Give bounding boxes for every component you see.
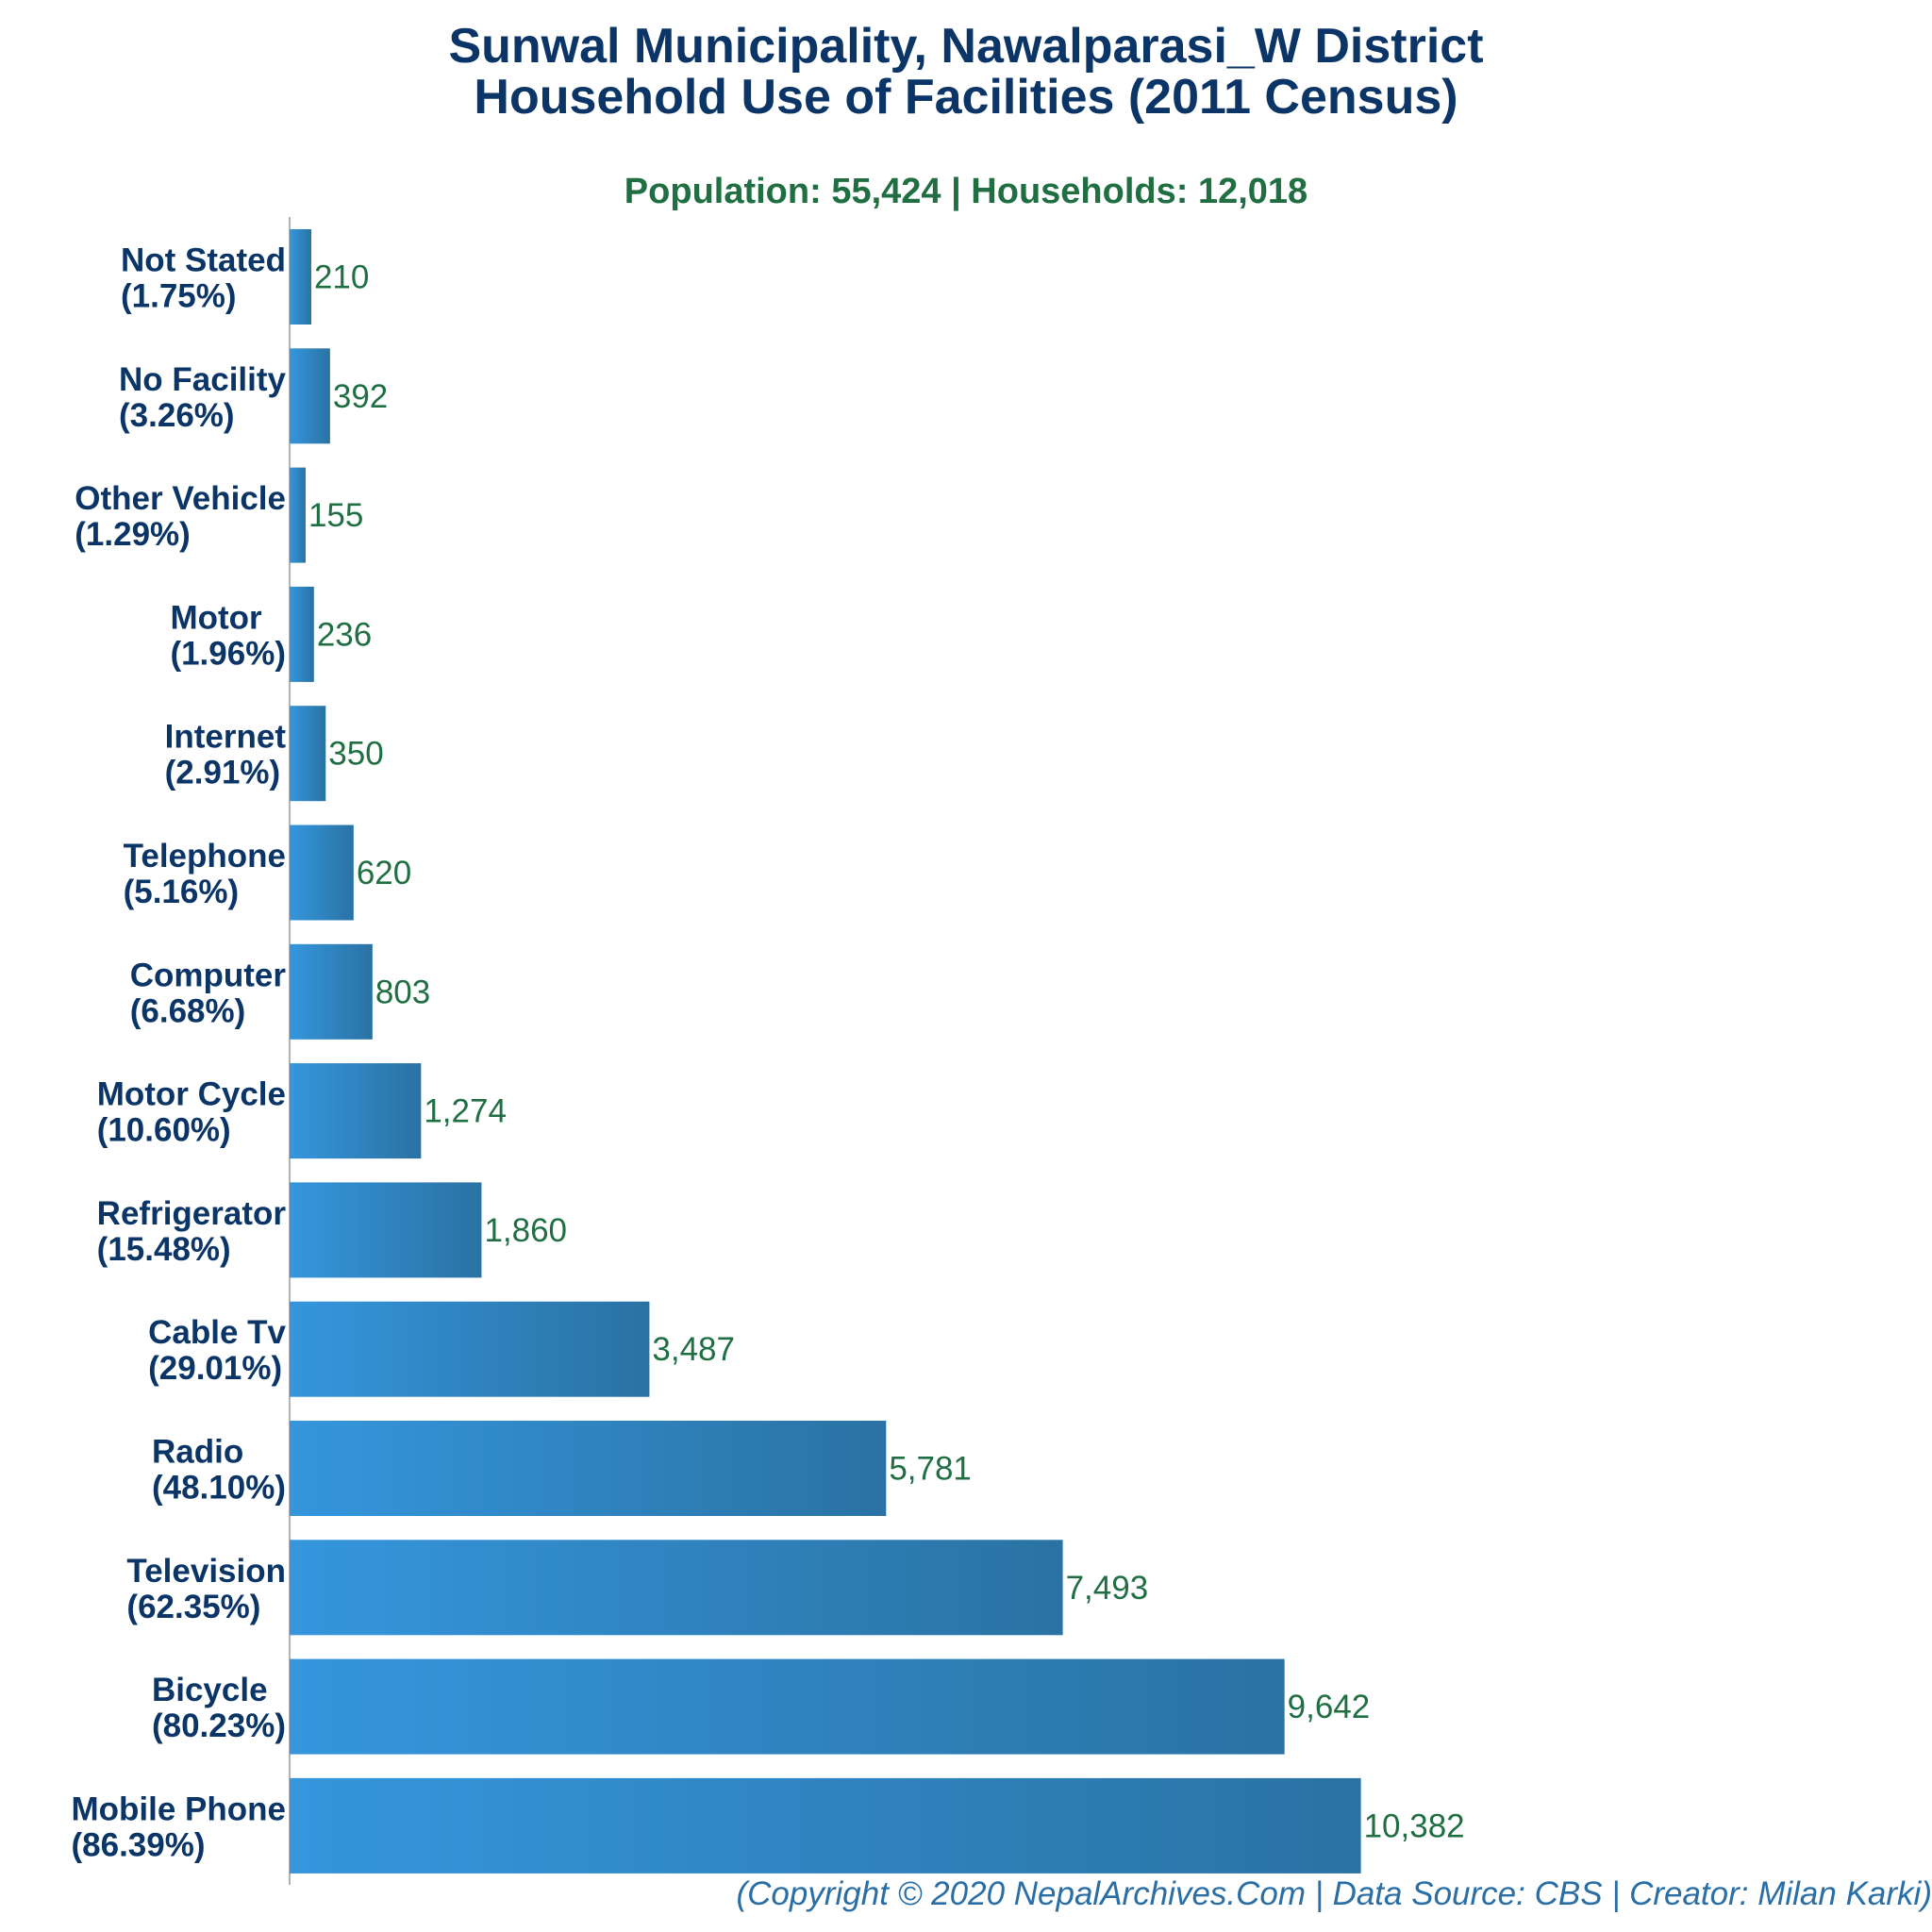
copyright-footer: (Copyright © 2020 NepalArchives.Com | Da… (736, 1875, 1932, 1912)
value-label: 350 (328, 736, 383, 773)
chart-subtitle: Population: 55,424 | Households: 12,018 (624, 172, 1308, 211)
category-label: Computer (130, 957, 287, 993)
category-label: Television (126, 1553, 286, 1590)
percentage-label: (15.48%) (97, 1231, 231, 1268)
value-label: 1,274 (424, 1093, 507, 1130)
bars-group: 210 Not Stated(1.75%) 392 No Facility(3.26%… (72, 229, 1465, 1874)
value-label: 210 (314, 259, 369, 296)
value-label: 5,781 (889, 1451, 972, 1488)
category-label: Radio (152, 1434, 243, 1471)
percentage-label: (80.23%) (152, 1707, 286, 1744)
percentage-label: (5.16%) (124, 874, 240, 910)
category-label: Cable Tv (148, 1314, 286, 1351)
bar-not-stated (290, 229, 311, 325)
category-label: Motor (170, 599, 262, 636)
percentage-label: (1.96%) (170, 635, 286, 672)
percentage-label: (6.68%) (130, 992, 246, 1029)
category-label: Refrigerator (97, 1195, 287, 1232)
category-label: Mobile Phone (72, 1790, 287, 1827)
percentage-label: (62.35%) (126, 1589, 260, 1625)
category-label: Telephone (124, 838, 286, 874)
bar-refrigerator (290, 1182, 482, 1278)
bar-radio (290, 1421, 887, 1516)
value-label: 392 (333, 378, 388, 415)
percentage-label: (3.26%) (119, 397, 235, 434)
value-label: 9,642 (1288, 1689, 1371, 1725)
value-label: 10,382 (1364, 1807, 1465, 1844)
value-label: 236 (317, 616, 372, 653)
value-label: 620 (357, 855, 411, 891)
value-label: 3,487 (652, 1331, 735, 1368)
bar-telephone (290, 824, 354, 921)
category-label: Other Vehicle (75, 480, 286, 517)
bar-no-facility (290, 348, 330, 444)
bar-cable-tv (290, 1301, 650, 1397)
percentage-label: (10.60%) (97, 1112, 231, 1149)
percentage-label: (2.91%) (165, 755, 281, 791)
category-label: Motor Cycle (97, 1076, 286, 1113)
value-label: 1,860 (484, 1212, 567, 1249)
value-label: 7,493 (1066, 1570, 1149, 1607)
bar-other-vehicle (290, 467, 306, 563)
value-label: 155 (308, 497, 363, 534)
chart-title-line-2: Household Use of Facilities (2011 Census… (474, 70, 1458, 125)
chart-title-line-1: Sunwal Municipality, Nawalparasi_W Distr… (448, 19, 1484, 74)
bar-motor (290, 586, 314, 682)
percentage-label: (86.39%) (72, 1826, 206, 1863)
category-label: Bicycle (152, 1672, 268, 1708)
percentage-label: (1.29%) (75, 516, 191, 553)
bar-motor-cycle (290, 1063, 422, 1159)
category-label: No Facility (119, 361, 287, 398)
category-label: Internet (165, 719, 287, 756)
bar-mobile-phone (290, 1777, 1361, 1874)
bar-computer (290, 943, 373, 1040)
bar-television (290, 1540, 1063, 1636)
value-label: 803 (375, 974, 430, 1010)
percentage-label: (48.10%) (152, 1470, 286, 1507)
category-label: Not Stated (121, 242, 286, 279)
percentage-label: (29.01%) (148, 1350, 282, 1387)
bar-internet (290, 706, 326, 802)
bar-bicycle (290, 1658, 1285, 1755)
percentage-label: (1.75%) (121, 278, 237, 315)
